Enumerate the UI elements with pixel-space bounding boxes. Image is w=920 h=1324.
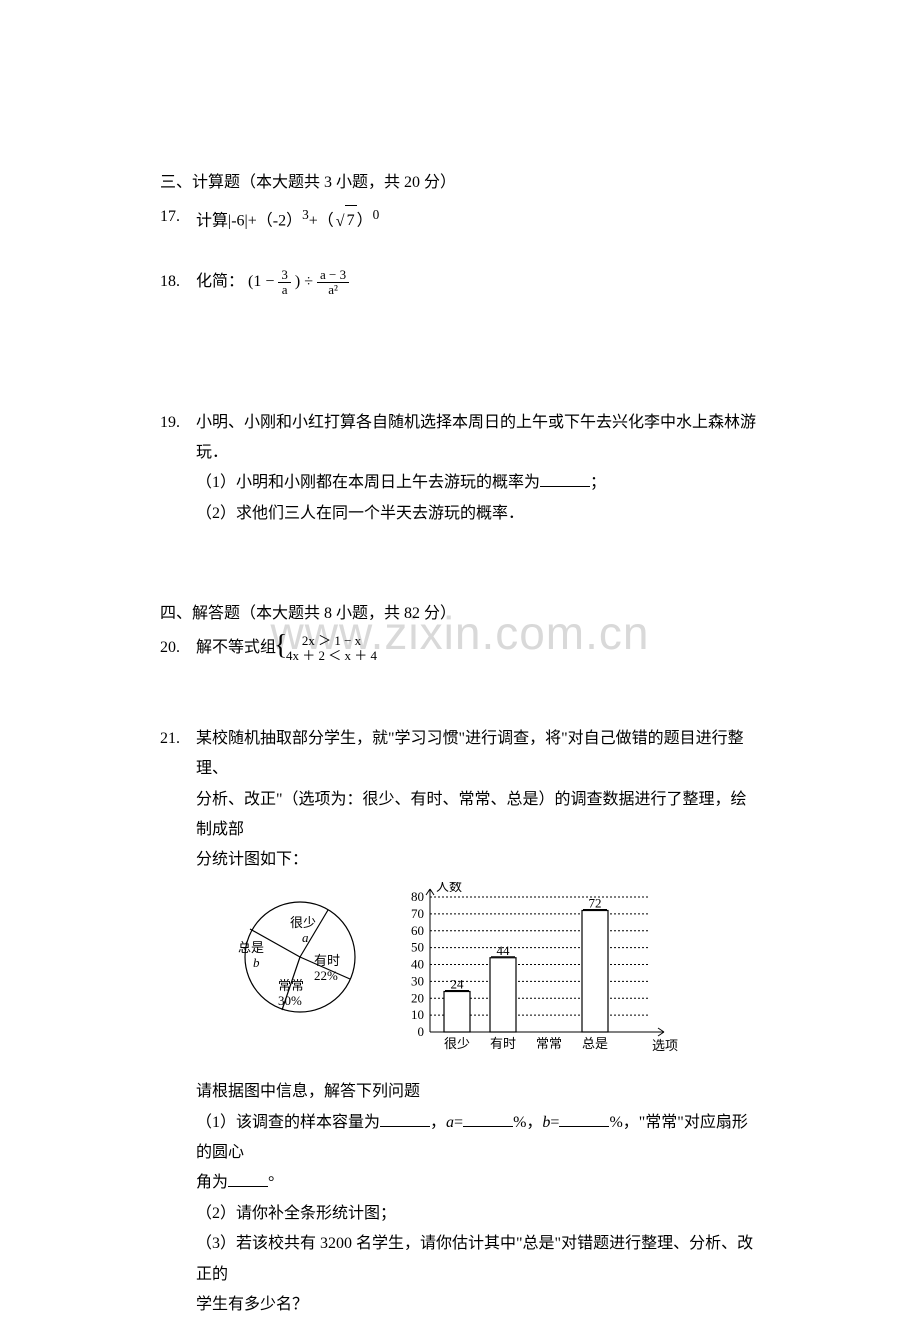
q21-num: 21. [160,724,192,754]
q21-body: 某校随机抽取部分学生，就"学习习惯"进行调查，将"对自己做错的题目进行整理、 分… [196,724,756,1320]
pct1: %， [513,1114,542,1131]
pie-chart: 很少a 有时22% 常常30% 总是b [220,882,380,1048]
q18-f2n: a − 3 [317,268,349,283]
q20-label: 解不等式组 [196,639,276,656]
q18-num: 18. [160,267,192,297]
svg-text:总是: 总是 [582,1036,608,1051]
q19-l1: 小明、小刚和小红打算各自随机选择本周日的上午或下午去兴化李中水上森林游玩． [196,408,756,469]
q20-num: 20. [160,633,192,663]
svg-text:常常: 常常 [278,978,304,993]
var-a: a [446,1114,454,1131]
q18-mid: ) ÷ [295,273,313,290]
svg-text:44: 44 [497,943,511,958]
q21-p3a: （3）若该校共有 3200 名学生，请你估计其中"总是"对错题进行整理、分析、改… [196,1229,756,1290]
svg-text:50: 50 [411,939,424,954]
q19-l2a: （1）小明和小刚都在本周日上午去游玩的概率为 [196,474,540,491]
question-21: 21. 某校随机抽取部分学生，就"学习习惯"进行调查，将"对自己做错的题目进行整… [160,724,760,1320]
fraction-icon: 3a [278,268,291,296]
sqrt-icon: 7 [334,206,357,237]
q21-prompt: 请根据图中信息，解答下列问题 [196,1077,756,1107]
eq1: = [454,1114,463,1131]
q17-body: 计算|-6|+（-2）3+（ 7）0 [196,202,756,237]
question-19: 19. 小明、小刚和小红打算各自随机选择本周日的上午或下午去兴化李中水上森林游玩… [160,408,760,530]
svg-text:72: 72 [589,895,602,910]
q21-p1c: 角为 [196,1174,228,1191]
svg-text:常常: 常常 [536,1036,562,1051]
q20-body: 解不等式组2x ＞ 1 − x4x ＋ 2 ＜ x ＋ 4 [196,633,756,663]
q18-body: 化简： (1 − 3a ) ÷ a − 3a² [196,267,756,297]
svg-text:b: b [253,955,260,970]
q21-p2: （2）请你补全条形统计图； [196,1199,756,1229]
q18-f1n: 3 [278,268,291,283]
blank-field [380,1111,430,1126]
svg-text:80: 80 [411,889,424,904]
svg-text:60: 60 [411,923,424,938]
svg-text:70: 70 [411,906,424,921]
q19-l2b: ； [590,474,606,491]
fraction-icon: a − 3a² [317,268,349,296]
q21-p1-line1: （1）该调查的样本容量为，a=%，b=%，"常常"对应扇形的圆心 [196,1108,756,1169]
q19-body: 小明、小刚和小红打算各自随机选择本周日的上午或下午去兴化李中水上森林游玩． （1… [196,408,756,530]
svg-text:30: 30 [411,973,424,988]
q21-l1: 某校随机抽取部分学生，就"学习习惯"进行调查，将"对自己做错的题目进行整理、 [196,724,756,785]
section-3-title: 三、计算题（本大题共 3 小题，共 20 分） [160,168,760,198]
q17-sup2: 0 [373,207,380,222]
q17-tail: ） [357,213,373,230]
eq2: = [550,1114,559,1131]
blank-field [559,1111,609,1126]
svg-text:很少: 很少 [444,1036,470,1051]
svg-text:24: 24 [451,976,465,991]
svg-text:人数: 人数 [436,882,462,894]
q19-l3: （2）求他们三人在同一个半天去游玩的概率． [196,499,756,529]
svg-text:40: 40 [411,956,424,971]
q17-text: 计算|-6|+（-2） [196,213,302,230]
q21-p1a: （1）该调查的样本容量为 [196,1114,380,1131]
svg-text:总是: 总是 [238,940,264,955]
svg-text:22%: 22% [314,968,338,983]
q21-l2: 分析、改正"（选项为：很少、有时、常常、总是）的调查数据进行了整理，绘制成部 [196,785,756,846]
svg-text:0: 0 [418,1024,425,1039]
svg-text:30%: 30% [278,993,302,1008]
question-20: 20. 解不等式组2x ＞ 1 − x4x ＋ 2 ＜ x ＋ 4 [160,633,760,663]
question-18: 18. 化简： (1 − 3a ) ÷ a − 3a² [160,267,760,297]
section-4-title: 四、解答题（本大题共 8 小题，共 82 分） [160,599,760,629]
q20-r1: 2x ＞ 1 − x [286,634,377,649]
q21-p1-line2: 角为 ° [196,1168,756,1198]
blank-field [540,472,590,487]
svg-text:有时: 有时 [314,953,340,968]
q21-l3: 分统计图如下： [196,845,756,875]
q20-r2: 4x ＋ 2 ＜ x ＋ 4 [286,649,377,664]
q17-sup1: 3 [302,207,309,222]
blank-field [228,1172,268,1187]
svg-text:20: 20 [411,990,424,1005]
q18-lp: (1 − [248,273,274,290]
brace-icon: 2x ＞ 1 − x4x ＋ 2 ＜ x ＋ 4 [276,634,377,664]
question-17: 17. 计算|-6|+（-2）3+（ 7）0 [160,202,760,237]
q17-rad: 7 [345,205,357,236]
svg-text:a: a [302,930,309,945]
q21-comma1: ， [430,1114,446,1131]
q19-l2: （1）小明和小刚都在本周日上午去游玩的概率为 ； [196,468,756,498]
q18-f1d: a [278,283,291,297]
blank-field [463,1111,513,1126]
deg: ° [268,1174,274,1191]
q17-num: 17. [160,202,192,232]
q21-p3b: 学生有多少名？ [196,1290,756,1320]
q19-num: 19. [160,408,192,438]
svg-text:10: 10 [411,1007,424,1022]
q18-label: 化简： [196,273,244,290]
svg-text:很少: 很少 [290,915,316,930]
q18-f2d: a² [317,283,349,297]
svg-text:有时: 有时 [490,1036,516,1051]
q21-figures: 很少a有时22%常常30%总是b 人数选项0102030405060708024… [220,882,756,1073]
bar-chart: 人数选项 0 10 20 30 40 5060 70 80 24 很少 44 有时 常常 72 总是 [392,882,682,1073]
q17-plus: +（ [309,213,334,230]
svg-text:选项: 选项 [652,1038,678,1053]
